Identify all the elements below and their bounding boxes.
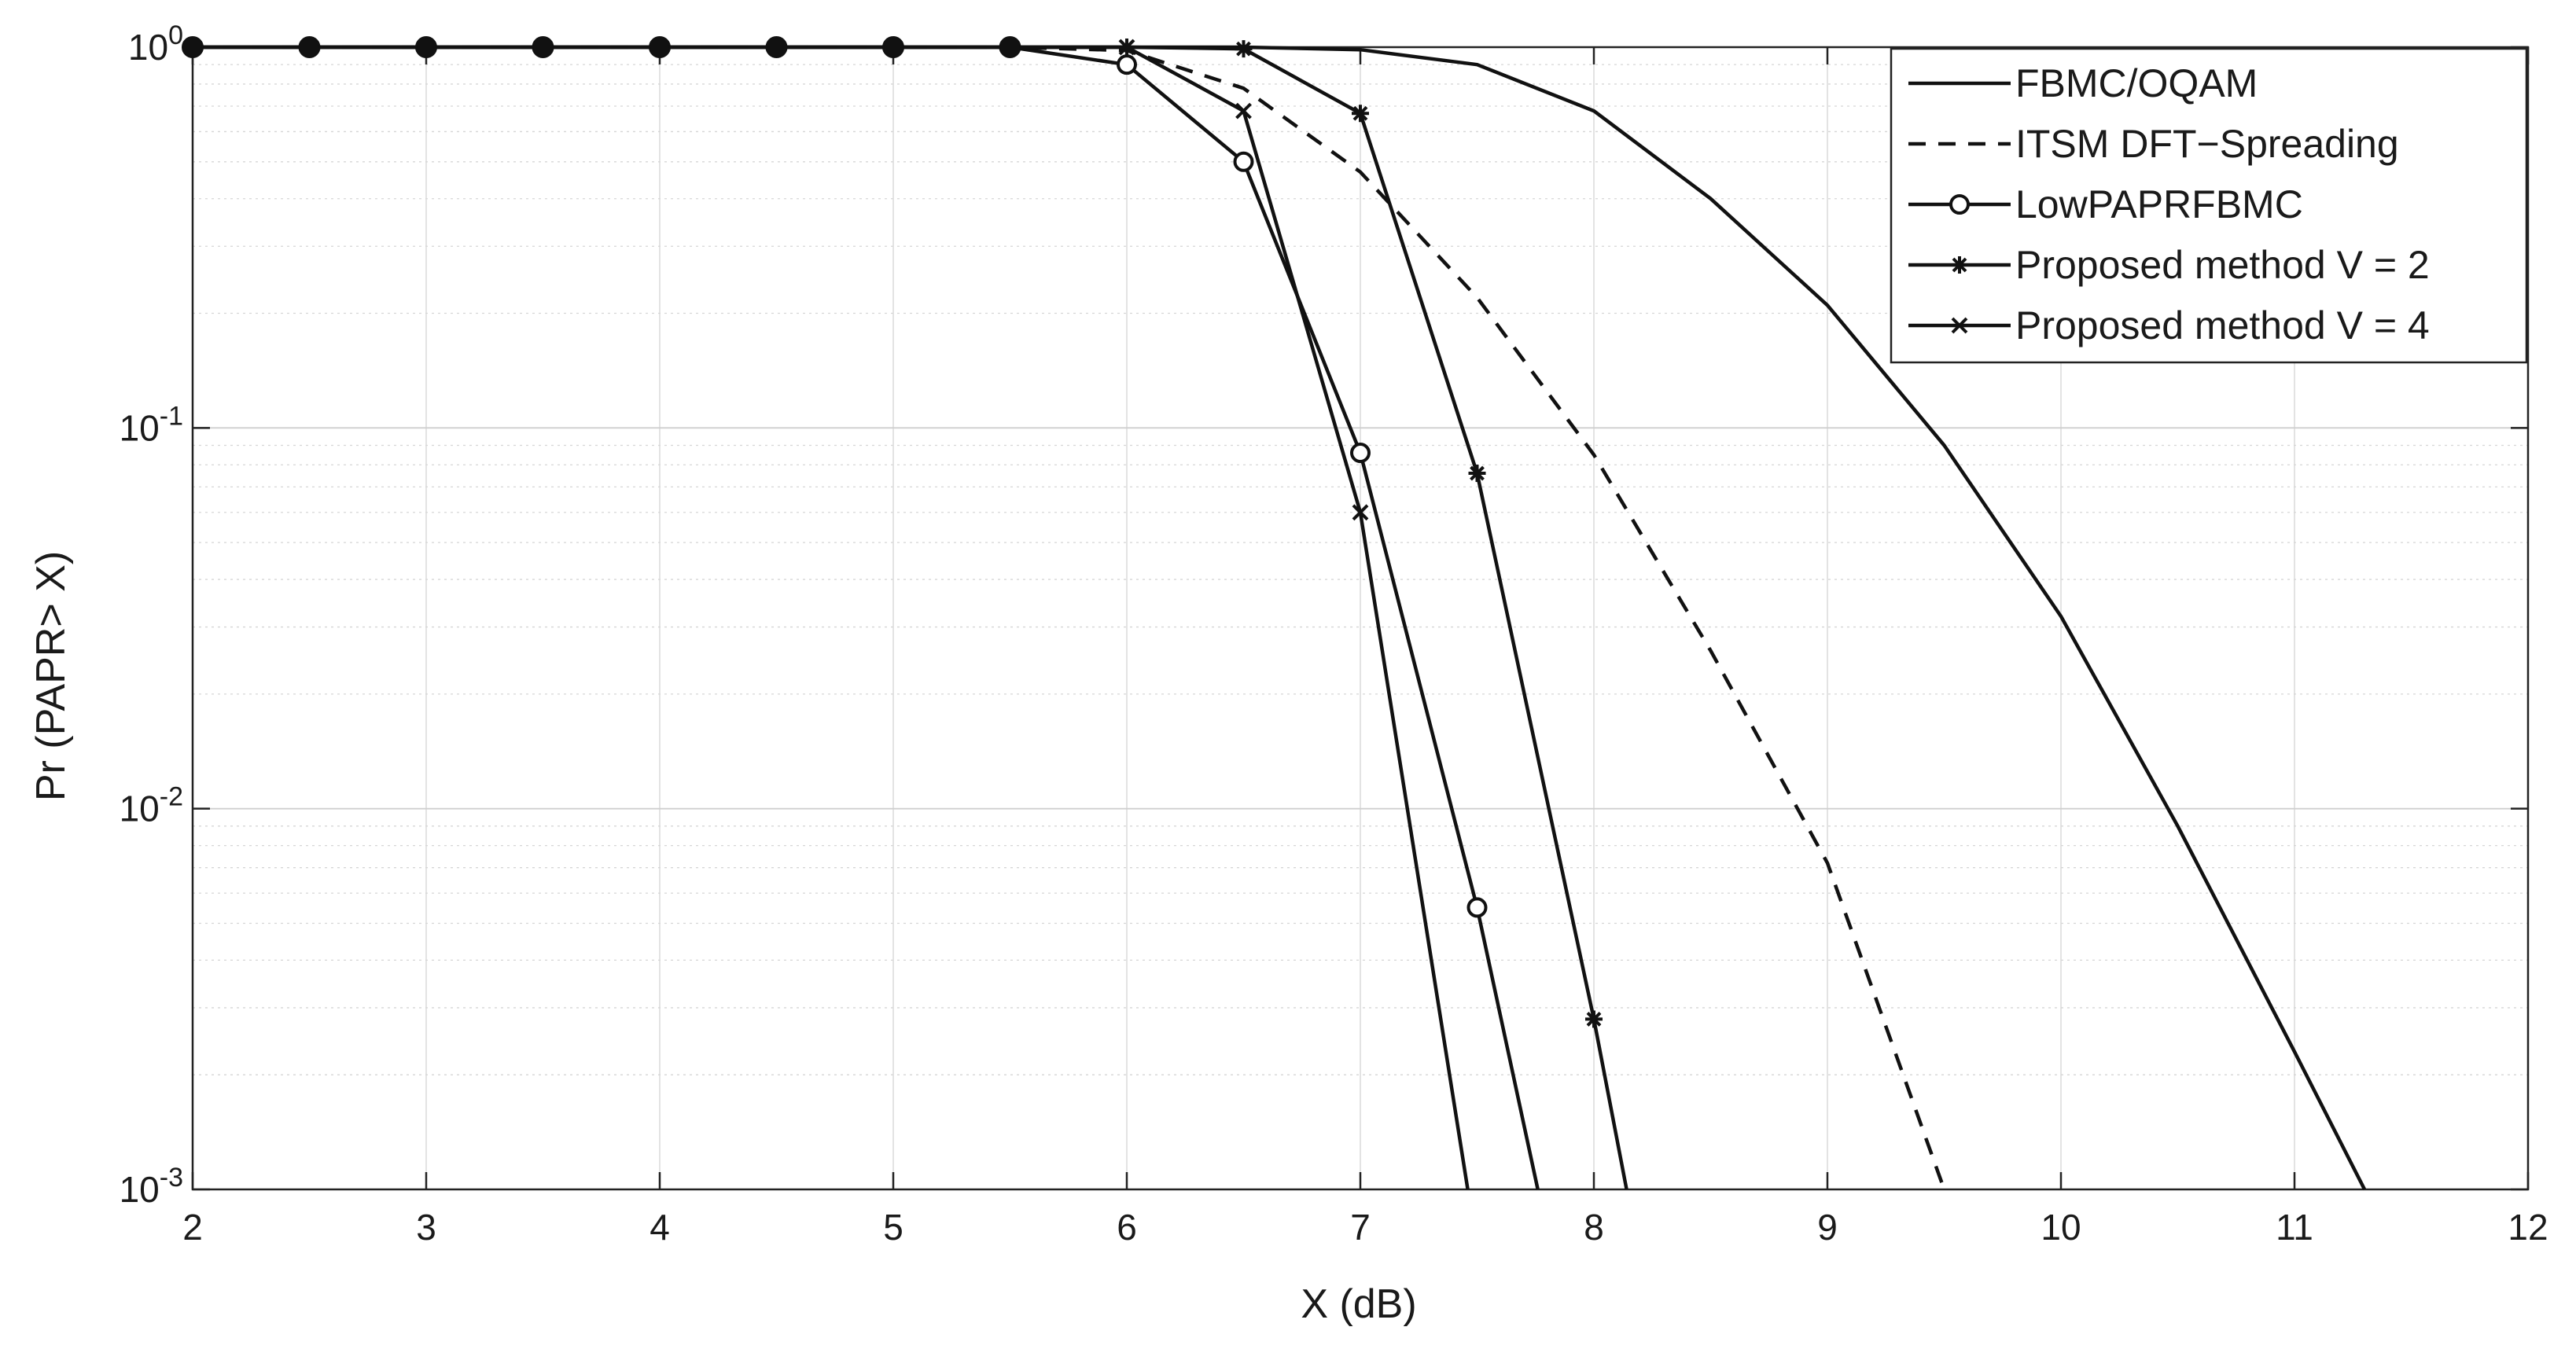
y-axis-title: Pr (PAPR> X) bbox=[28, 551, 74, 801]
legend-item: Proposed method V = 4 bbox=[1908, 303, 2430, 347]
x-tick-label: 10 bbox=[2041, 1207, 2081, 1248]
y-tick-label: 10-2 bbox=[120, 782, 183, 829]
legend-label: FBMC/OQAM bbox=[2015, 61, 2258, 105]
series-5-point bbox=[1352, 504, 1369, 521]
x-tick-label: 11 bbox=[2276, 1207, 2313, 1248]
overlay-dot-point bbox=[999, 36, 1021, 58]
series-4-point bbox=[1235, 40, 1253, 58]
legend-label: Proposed method V = 4 bbox=[2015, 303, 2430, 347]
legend: FBMC/OQAM ITSM DFT−Spreading LowPAPRFBMC Pr… bbox=[1890, 47, 2528, 364]
series-3-point bbox=[1117, 54, 1137, 75]
series-5-point bbox=[1235, 102, 1252, 119]
x-axis-title: X (dB) bbox=[1301, 1281, 1416, 1327]
series-3-point bbox=[1466, 897, 1488, 918]
legend-item: ITSM DFT−Spreading bbox=[1908, 122, 2399, 166]
series-3-point bbox=[1350, 443, 1371, 464]
series-5-point bbox=[1118, 39, 1135, 56]
overlay-dot-point bbox=[532, 36, 554, 58]
x-tick-labels: 2 3 4 5 6 7 8 9 10 11 12 bbox=[182, 1207, 2548, 1248]
overlay-dot-point bbox=[182, 36, 204, 58]
x-tick-label: 12 bbox=[2508, 1207, 2548, 1248]
y-tick-label: 100 bbox=[128, 20, 183, 68]
legend-marker-sample bbox=[1951, 256, 1968, 274]
overlay-dot-point bbox=[415, 36, 437, 58]
overlay-dot-point bbox=[298, 36, 321, 58]
series-3-point bbox=[1233, 151, 1254, 172]
overlay-dot-point bbox=[649, 36, 671, 58]
legend-label: ITSM DFT−Spreading bbox=[2015, 122, 2399, 166]
overlay-dot-point bbox=[882, 36, 904, 58]
data-markers bbox=[182, 36, 1603, 1028]
overlay-dot-point bbox=[765, 36, 788, 58]
y-tick-label: 10-1 bbox=[120, 401, 183, 448]
x-tick-label: 2 bbox=[182, 1207, 203, 1248]
y-tick-labels: 100 10-1 10-2 10-3 bbox=[120, 20, 183, 1210]
legend-label: LowPAPRFBMC bbox=[2015, 182, 2303, 226]
series-4-point bbox=[1352, 105, 1369, 123]
series-line-5 bbox=[193, 45, 1470, 1190]
legend-item: Proposed method V = 2 bbox=[1908, 243, 2430, 287]
legend-marker-sample bbox=[1951, 317, 1968, 334]
x-tick-label: 8 bbox=[1584, 1207, 1604, 1248]
x-tick-label: 6 bbox=[1117, 1207, 1137, 1248]
x-tick-label: 5 bbox=[883, 1207, 903, 1248]
y-tick-label: 10-3 bbox=[120, 1163, 183, 1210]
x-tick-label: 7 bbox=[1350, 1207, 1371, 1248]
legend-marker-sample bbox=[1949, 194, 1970, 215]
legend-item: LowPAPRFBMC bbox=[1908, 182, 2303, 226]
series-4-point bbox=[1585, 1010, 1603, 1028]
legend-item: FBMC/OQAM bbox=[1908, 61, 2258, 105]
x-tick-label: 4 bbox=[650, 1207, 670, 1248]
x-tick-label: 9 bbox=[1817, 1207, 1838, 1248]
legend-label: Proposed method V = 2 bbox=[2015, 243, 2430, 287]
x-tick-label: 3 bbox=[416, 1207, 436, 1248]
series-4-point bbox=[1468, 465, 1486, 483]
